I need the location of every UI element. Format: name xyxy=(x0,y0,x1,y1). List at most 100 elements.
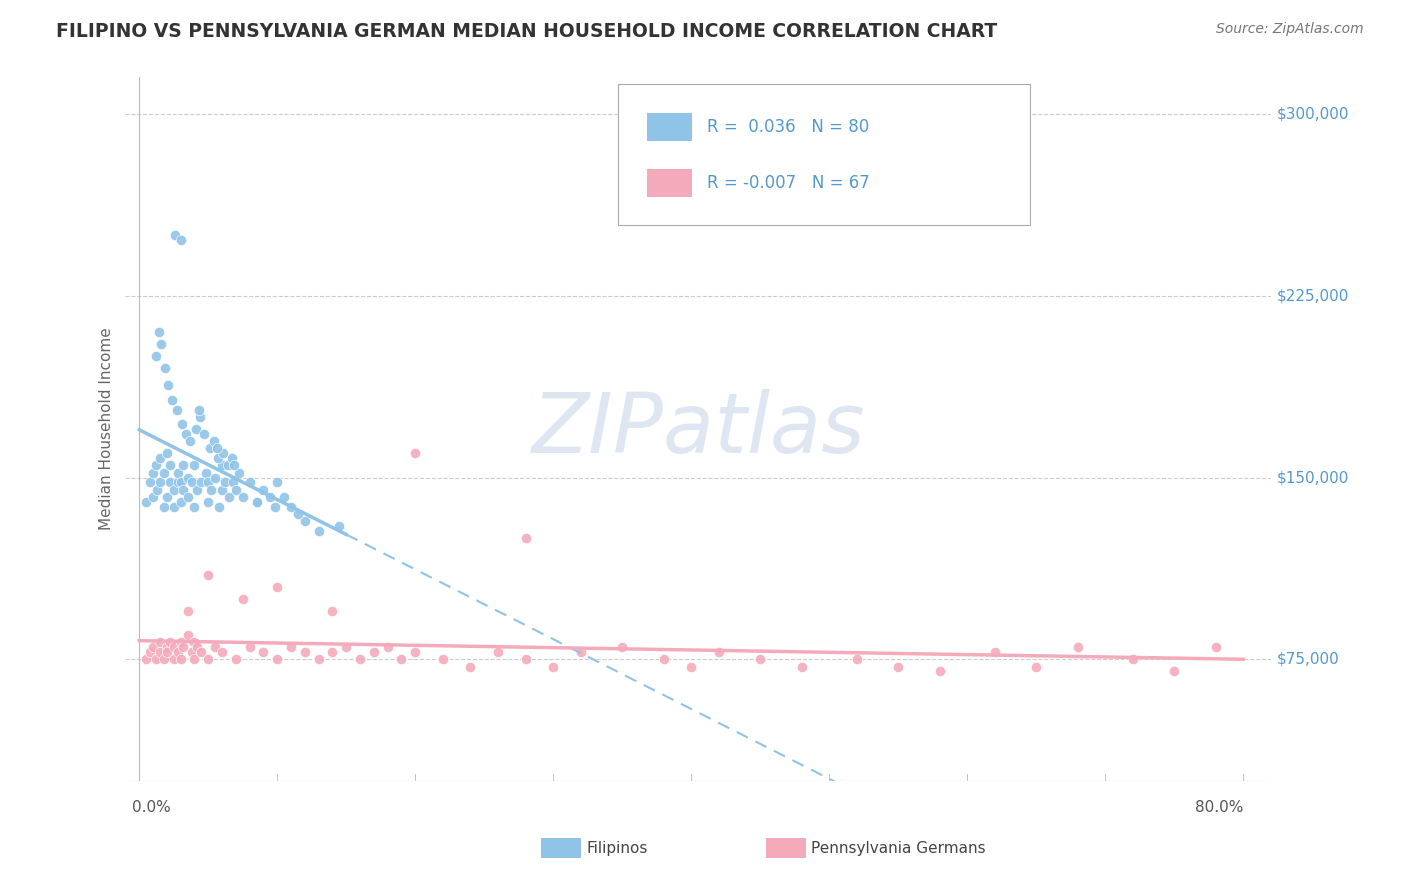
Point xyxy=(157,378,180,392)
Point xyxy=(172,458,194,473)
Point xyxy=(163,500,186,514)
Point xyxy=(569,645,592,659)
Point xyxy=(984,645,1007,659)
Point xyxy=(148,325,170,339)
Point xyxy=(204,470,226,484)
Point xyxy=(707,645,730,659)
Point xyxy=(266,652,288,666)
Point xyxy=(259,490,281,504)
FancyBboxPatch shape xyxy=(647,169,692,197)
Point xyxy=(145,652,167,666)
Point xyxy=(287,507,309,521)
Point xyxy=(245,495,267,509)
Point xyxy=(163,483,186,497)
Point xyxy=(190,645,212,659)
Point xyxy=(183,652,205,666)
Point xyxy=(193,426,215,441)
Point xyxy=(221,451,243,466)
Point xyxy=(180,475,202,490)
Point xyxy=(156,640,179,655)
Point xyxy=(167,466,190,480)
Point xyxy=(245,495,267,509)
Point xyxy=(176,604,198,618)
Text: 80.0%: 80.0% xyxy=(1195,800,1243,815)
Point xyxy=(145,458,167,473)
Point xyxy=(153,652,176,666)
Point xyxy=(239,640,262,655)
Point xyxy=(252,645,274,659)
Point xyxy=(139,645,162,659)
Point xyxy=(218,490,240,504)
Point xyxy=(142,640,165,655)
Point xyxy=(404,645,426,659)
Point xyxy=(308,524,330,538)
Point xyxy=(207,451,229,466)
Point xyxy=(515,652,537,666)
Point xyxy=(180,645,202,659)
Point xyxy=(153,466,176,480)
Point xyxy=(652,652,675,666)
Point xyxy=(1163,665,1185,679)
Point xyxy=(432,652,454,666)
Point xyxy=(1025,659,1047,673)
Point xyxy=(202,434,225,449)
Point xyxy=(845,652,868,666)
Point xyxy=(228,466,250,480)
Point xyxy=(145,349,167,363)
Point xyxy=(190,475,212,490)
Point xyxy=(321,604,343,618)
Point xyxy=(200,483,222,497)
Point xyxy=(197,652,219,666)
Point xyxy=(163,652,186,666)
Text: $225,000: $225,000 xyxy=(1277,288,1348,303)
Point xyxy=(204,640,226,655)
Point xyxy=(184,422,207,436)
Point xyxy=(162,392,184,407)
Point xyxy=(460,659,482,673)
FancyBboxPatch shape xyxy=(647,112,692,141)
Point xyxy=(150,337,173,351)
FancyBboxPatch shape xyxy=(619,85,1031,225)
Point xyxy=(749,652,772,666)
Point xyxy=(273,490,295,504)
Point xyxy=(186,640,208,655)
Point xyxy=(187,402,209,417)
Point xyxy=(486,645,509,659)
Text: R =  0.036   N = 80: R = 0.036 N = 80 xyxy=(707,118,869,136)
Point xyxy=(155,361,177,376)
Point xyxy=(217,458,239,473)
Point xyxy=(239,475,262,490)
Point xyxy=(142,490,165,504)
Point xyxy=(172,483,194,497)
Point xyxy=(887,659,910,673)
Point xyxy=(176,490,198,504)
Point xyxy=(211,645,233,659)
Point xyxy=(321,645,343,659)
Point xyxy=(159,458,181,473)
Point xyxy=(167,475,190,490)
Point xyxy=(208,500,231,514)
Point xyxy=(159,635,181,649)
Point xyxy=(156,645,179,659)
Point xyxy=(612,640,634,655)
Point xyxy=(363,645,385,659)
Point xyxy=(308,652,330,666)
Point xyxy=(349,652,371,666)
Point xyxy=(928,665,950,679)
Point xyxy=(170,652,193,666)
Point xyxy=(146,483,169,497)
Point xyxy=(159,475,181,490)
Point xyxy=(1122,652,1144,666)
Point xyxy=(232,490,254,504)
Point xyxy=(515,531,537,545)
Point xyxy=(170,475,193,490)
Text: Filipinos: Filipinos xyxy=(586,841,648,855)
Point xyxy=(212,446,235,460)
Point xyxy=(790,659,813,673)
Point xyxy=(266,475,288,490)
Text: Pennsylvania Germans: Pennsylvania Germans xyxy=(811,841,986,855)
Point xyxy=(294,514,316,528)
Point xyxy=(263,500,285,514)
Point xyxy=(232,591,254,606)
Point xyxy=(170,233,193,247)
